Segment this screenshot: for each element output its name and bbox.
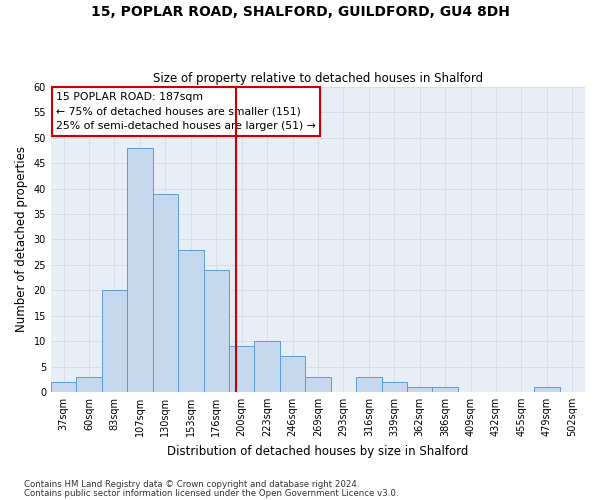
Text: Contains public sector information licensed under the Open Government Licence v3: Contains public sector information licen… bbox=[24, 489, 398, 498]
Title: Size of property relative to detached houses in Shalford: Size of property relative to detached ho… bbox=[153, 72, 483, 85]
Bar bbox=[254, 341, 280, 392]
Bar bbox=[102, 290, 127, 392]
Bar bbox=[433, 387, 458, 392]
Bar bbox=[407, 387, 433, 392]
X-axis label: Distribution of detached houses by size in Shalford: Distribution of detached houses by size … bbox=[167, 444, 469, 458]
Bar bbox=[382, 382, 407, 392]
Bar bbox=[280, 356, 305, 392]
Text: 15, POPLAR ROAD, SHALFORD, GUILDFORD, GU4 8DH: 15, POPLAR ROAD, SHALFORD, GUILDFORD, GU… bbox=[91, 5, 509, 19]
Text: 15 POPLAR ROAD: 187sqm
← 75% of detached houses are smaller (151)
25% of semi-de: 15 POPLAR ROAD: 187sqm ← 75% of detached… bbox=[56, 92, 316, 131]
Bar bbox=[305, 376, 331, 392]
Bar bbox=[229, 346, 254, 392]
Bar bbox=[51, 382, 76, 392]
Y-axis label: Number of detached properties: Number of detached properties bbox=[15, 146, 28, 332]
Bar bbox=[76, 376, 102, 392]
Bar bbox=[356, 376, 382, 392]
Bar bbox=[178, 250, 203, 392]
Text: Contains HM Land Registry data © Crown copyright and database right 2024.: Contains HM Land Registry data © Crown c… bbox=[24, 480, 359, 489]
Bar bbox=[152, 194, 178, 392]
Bar bbox=[127, 148, 152, 392]
Bar bbox=[534, 387, 560, 392]
Bar bbox=[203, 270, 229, 392]
